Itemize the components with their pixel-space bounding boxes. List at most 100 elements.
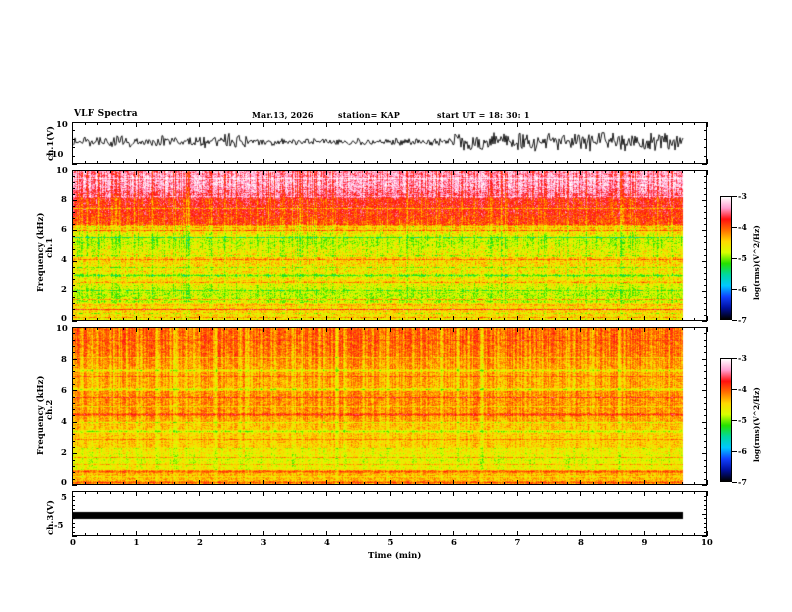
axis-tick (491, 161, 492, 164)
axis-tick (707, 159, 708, 164)
panel2-axis-name-freq: Frequency (kHz) (36, 212, 46, 292)
colorbar-tick-label: -5 (738, 253, 747, 263)
axis-tick (275, 161, 276, 164)
axis-tick (161, 170, 162, 173)
axis-tick (478, 482, 479, 485)
axis-tick (618, 318, 619, 321)
axis-tick (704, 518, 707, 519)
x-axis-tick-label: 9 (641, 538, 648, 548)
axis-tick (72, 384, 75, 385)
axis-tick (402, 122, 403, 125)
colorbar-ch2 (720, 358, 732, 482)
axis-tick (704, 434, 707, 435)
axis-tick (466, 533, 467, 536)
figure-title: VLF Spectra (74, 109, 138, 119)
axis-tick (72, 182, 75, 183)
axis-tick (72, 200, 77, 201)
axis-tick (377, 533, 378, 536)
axis-tick (123, 161, 124, 164)
x-axis-tick-label: 0 (70, 538, 76, 548)
axis-tick (224, 318, 225, 321)
axis-tick (72, 453, 77, 454)
axis-tick (275, 170, 276, 173)
axis-tick (288, 491, 289, 494)
axis-tick (377, 161, 378, 164)
axis-tick (212, 122, 213, 125)
axis-tick (580, 531, 581, 536)
axis-tick (567, 327, 568, 330)
axis-tick (702, 491, 707, 492)
axis-tick (72, 303, 75, 304)
axis-tick (148, 491, 149, 494)
axis-tick (72, 422, 77, 423)
axis-tick (704, 156, 707, 157)
axis-tick (555, 533, 556, 536)
x-axis-tick-label: 4 (324, 538, 330, 548)
axis-tick (428, 327, 429, 330)
axis-tick (704, 409, 707, 410)
axis-tick (288, 327, 289, 330)
axis-tick (72, 122, 77, 123)
colorbar-tick (732, 227, 737, 228)
axis-tick (669, 482, 670, 485)
axis-tick (377, 327, 378, 330)
axis-tick (250, 318, 251, 321)
axis-tick (702, 359, 707, 360)
axis-tick (491, 327, 492, 330)
axis-tick (656, 327, 657, 330)
axis-tick (428, 161, 429, 164)
axis-tick (704, 147, 707, 148)
axis-tick (199, 316, 200, 321)
axis-tick (364, 318, 365, 321)
axis-tick (542, 533, 543, 536)
axis-tick (237, 122, 238, 125)
axis-tick (351, 327, 352, 330)
axis-tick (542, 318, 543, 321)
axis-tick (250, 170, 251, 173)
axis-tick (72, 485, 77, 486)
panel2-ytick-10: 10 (56, 166, 68, 176)
axis-tick (339, 327, 340, 330)
axis-tick (694, 533, 695, 536)
panel2-ytick-0: 0 (61, 314, 67, 324)
axis-tick (702, 485, 707, 486)
axis-tick (72, 371, 75, 372)
axis-tick (72, 315, 75, 316)
axis-tick (555, 491, 556, 494)
axis-tick (542, 491, 543, 494)
axis-tick (428, 491, 429, 494)
axis-tick (704, 397, 707, 398)
axis-tick (466, 482, 467, 485)
axis-tick (72, 230, 77, 231)
axis-tick (631, 533, 632, 536)
axis-tick (704, 242, 707, 243)
axis-tick (593, 533, 594, 536)
axis-tick (517, 316, 518, 321)
axis-tick (702, 164, 707, 165)
axis-tick (72, 509, 75, 510)
axis-tick (704, 378, 707, 379)
axis-tick (567, 318, 568, 321)
axis-tick (415, 327, 416, 330)
axis-tick (174, 318, 175, 321)
axis-tick (669, 318, 670, 321)
axis-tick (491, 491, 492, 494)
panel4-ytick-top: 5 (61, 493, 67, 503)
axis-tick (97, 482, 98, 485)
axis-tick (517, 531, 518, 536)
axis-tick (186, 327, 187, 330)
axis-tick (390, 170, 391, 175)
axis-tick (72, 518, 75, 519)
axis-tick (704, 441, 707, 442)
axis-tick (704, 340, 707, 341)
axis-tick (644, 170, 645, 175)
axis-tick (237, 482, 238, 485)
axis-tick (136, 122, 137, 127)
axis-tick (656, 491, 657, 494)
axis-tick (72, 261, 77, 262)
axis-tick (707, 316, 708, 321)
axis-tick (186, 161, 187, 164)
axis-tick (263, 316, 264, 321)
axis-tick (466, 122, 467, 125)
